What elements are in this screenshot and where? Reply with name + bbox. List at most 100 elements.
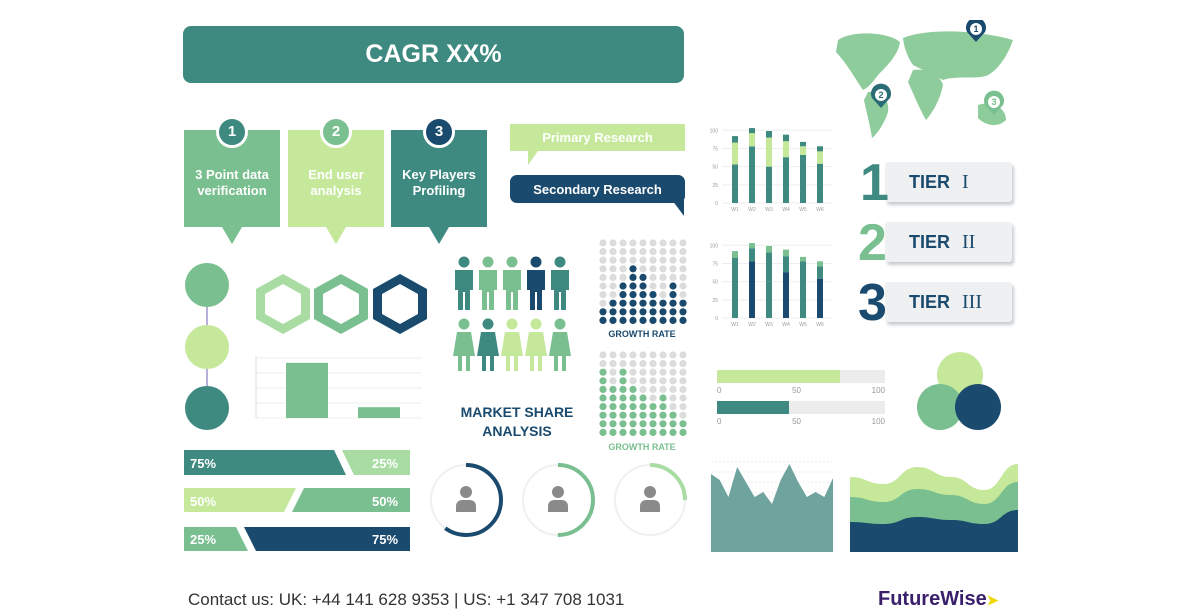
dot <box>639 420 647 428</box>
dot <box>659 428 667 436</box>
dot <box>609 368 617 376</box>
dot <box>659 368 667 376</box>
dot <box>649 316 657 324</box>
x-tick-label: W2 <box>748 322 756 328</box>
dot <box>599 299 607 307</box>
pct-label: 75% <box>372 532 399 547</box>
woman-icon <box>453 318 475 371</box>
logo-arrow-icon: ➤ <box>986 592 999 608</box>
head <box>530 256 542 268</box>
dot <box>609 299 617 307</box>
dot <box>649 420 657 428</box>
gauge-circles <box>429 463 687 537</box>
bar-segment <box>800 146 806 155</box>
dot <box>599 248 607 256</box>
progress-bar-1 <box>717 370 885 383</box>
dot <box>629 351 637 359</box>
tier-3-box: TIER III <box>885 282 1012 322</box>
continents <box>836 31 1013 138</box>
dot <box>669 299 677 307</box>
dot <box>649 385 657 393</box>
x-tick-label: W6 <box>816 207 824 213</box>
dot <box>599 411 607 419</box>
dot <box>659 316 667 324</box>
tier-label: TIER <box>909 171 951 192</box>
y-tick-label: 75 <box>712 146 718 152</box>
tier-label: TIER <box>909 291 951 312</box>
step-number: 3 <box>423 116 455 148</box>
dot <box>619 239 627 247</box>
bar-segment <box>800 270 806 318</box>
tick: 0 <box>717 386 722 395</box>
bar-segment <box>749 146 755 203</box>
dot <box>649 291 657 299</box>
venn-diagram <box>917 352 1001 430</box>
dot <box>649 256 657 264</box>
svg-text:2: 2 <box>878 90 883 100</box>
y-tick-label: 50 <box>712 280 718 286</box>
y-tick-label: 50 <box>712 165 718 171</box>
pct-label: 25% <box>190 532 217 547</box>
progress-fill <box>717 370 840 383</box>
dot <box>629 282 637 290</box>
dot <box>609 282 617 290</box>
dot <box>679 308 687 316</box>
secondary-research-bubble: Secondary Research <box>510 175 685 203</box>
dot <box>639 291 647 299</box>
dot <box>629 273 637 281</box>
dot-matrix-1 <box>599 239 687 324</box>
gauge-arc <box>521 463 595 537</box>
step-number: 2 <box>320 116 352 148</box>
bar-segment <box>732 279 738 318</box>
x-tick-label: W1 <box>731 322 739 328</box>
dot <box>669 428 677 436</box>
stacked-bar-chart-1: 0 25 50 75 100 W1 W2 W3 W4 W5 W6 <box>710 128 832 213</box>
hexagon-mid <box>314 274 368 334</box>
dot <box>649 265 657 273</box>
head <box>458 318 470 330</box>
step-1: 1 3 Point data verification <box>184 116 280 244</box>
dot <box>599 273 607 281</box>
dot <box>619 282 627 290</box>
dot <box>649 403 657 411</box>
bar-segment <box>766 166 772 203</box>
body <box>453 332 475 371</box>
cagr-banner: CAGR XX% <box>183 26 684 83</box>
dot <box>609 411 617 419</box>
pct-label: 75% <box>190 456 217 471</box>
dot <box>619 411 627 419</box>
dot <box>649 308 657 316</box>
market-share-line1: MARKET SHARE <box>460 404 574 420</box>
dot <box>629 316 637 324</box>
dot <box>619 428 627 436</box>
dot <box>609 385 617 393</box>
head <box>458 256 470 268</box>
dot <box>629 291 637 299</box>
dot <box>679 299 687 307</box>
dot <box>659 239 667 247</box>
y-tick-label: 0 <box>715 316 718 322</box>
dot <box>599 420 607 428</box>
dot <box>679 403 687 411</box>
dot <box>659 420 667 428</box>
bar-segment <box>817 151 823 164</box>
tick: 100 <box>871 386 885 395</box>
dot <box>629 385 637 393</box>
area <box>711 464 833 552</box>
dot <box>599 256 607 264</box>
body <box>479 270 497 310</box>
dot <box>609 377 617 385</box>
x-tick-label: W1 <box>731 207 739 213</box>
dot <box>599 394 607 402</box>
y-tick-label: 0 <box>715 201 718 207</box>
dot <box>619 248 627 256</box>
bar-segment <box>749 133 755 147</box>
map-pin-2: 2 <box>871 83 891 108</box>
y-tick-label: 75 <box>712 261 718 267</box>
woman-icon <box>477 318 499 371</box>
bar-segment <box>732 251 738 258</box>
pct-label: 50% <box>190 494 217 509</box>
dot <box>639 256 647 264</box>
body <box>549 332 571 371</box>
dot <box>629 377 637 385</box>
